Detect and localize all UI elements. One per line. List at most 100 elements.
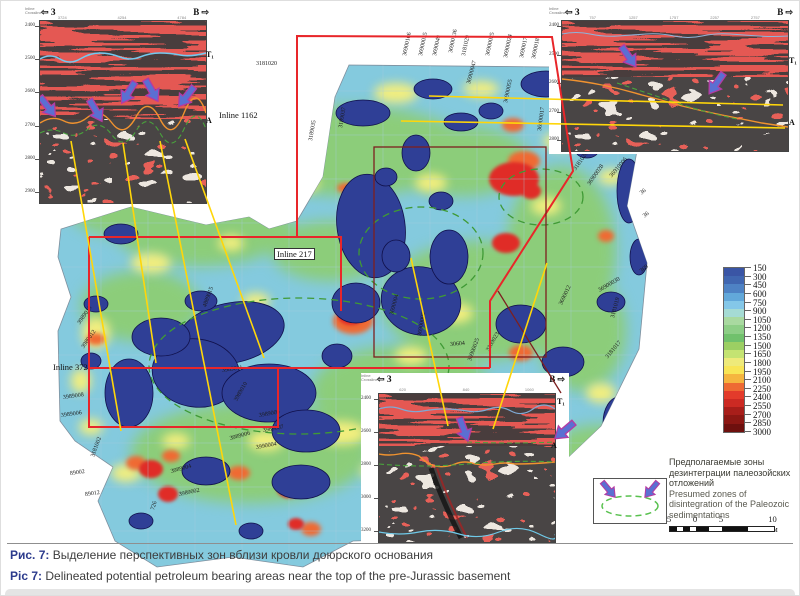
color-swatch: [724, 415, 744, 424]
depth-tick-label: 2600: [361, 429, 371, 434]
color-scale-tick-label: 1800: [753, 357, 771, 368]
direction-west-label: ⇦ З: [41, 7, 56, 17]
scale-bar-cell: [748, 527, 774, 531]
color-swatch: [724, 300, 744, 309]
horizon-line: [379, 527, 555, 540]
inset-corner-label: Inline Crossline: [25, 6, 42, 15]
depth-tick-label: 2800: [361, 462, 371, 467]
well-label: 3181002: [90, 436, 104, 459]
caption-en-label: Pic 7:: [10, 569, 43, 583]
well-label: 3181020: [256, 61, 277, 67]
color-scale-tick-label: 1650: [753, 349, 771, 360]
well-label: 3989012: [80, 329, 98, 350]
horizon-t1-label: Т₁: [557, 397, 565, 406]
well-label: 3690004: [389, 293, 401, 316]
color-swatch: [724, 333, 744, 342]
well-label: 3989006: [229, 430, 252, 442]
scale-bar-label: 5: [666, 514, 672, 524]
seismic-inset-top-right: Inline Crossline ⇦ З В ⇨ 2400 2500 2600 2700…: [549, 6, 797, 154]
direction-west-label: ⇦ З: [377, 374, 392, 384]
color-swatch: [724, 407, 744, 416]
well-label: 36900055: [503, 78, 514, 104]
inset-trace-axis: 757 1257 1757 2257 2757: [561, 15, 787, 20]
horizon-t1-label: Т₁: [206, 50, 214, 59]
disintegration-arrow-icon: [639, 479, 663, 502]
color-swatch: [724, 399, 744, 408]
color-scale-swatches: [723, 267, 745, 433]
trace-tick-label: 4254: [117, 15, 127, 20]
well-label: 36900025: [485, 31, 496, 57]
scale-bar-label: 0: [692, 514, 698, 524]
scale-bar-cell: [689, 527, 696, 531]
disintegration-outline: [466, 441, 555, 444]
well-label: 4889015: [202, 286, 216, 309]
color-scale-tick-label: 3000: [753, 427, 771, 437]
inline-label: Inline 372: [53, 362, 88, 372]
well-label: 3690017: [519, 36, 530, 59]
well-label: 3989010: [233, 381, 250, 403]
presumed-zone-ellipse-icon: [601, 495, 659, 517]
well-label: 89012: [84, 489, 101, 498]
trace-tick-label: 757: [589, 15, 596, 20]
color-swatch: [724, 325, 744, 334]
well-label: 3189023: [485, 331, 502, 353]
color-swatch: [724, 317, 744, 326]
direction-west-label: ⇦ З: [565, 7, 580, 17]
color-swatch: [724, 292, 744, 301]
color-scale-tick-label: 150: [753, 263, 767, 273]
trace-tick-label: 3724: [57, 15, 67, 20]
well-label: 36910006: [608, 156, 629, 179]
color-scale-tick-label: 1350: [753, 332, 771, 343]
caption-ru-label: Рис. 7:: [10, 548, 50, 562]
well-label: 36900028: [586, 163, 606, 187]
trace-tick-label: 2757: [750, 15, 760, 20]
well-label: 3989002: [178, 487, 201, 498]
fault-streak: [436, 467, 468, 539]
scale-bar-cell: [670, 527, 677, 531]
depth-tick-label: 2800: [25, 155, 35, 161]
page-edge-bar: [5, 589, 795, 595]
legend-text-en: Presumed zones of disintegration of the …: [669, 488, 790, 520]
depth-tick-label: 3000: [361, 495, 371, 500]
well-label: 369: [639, 263, 650, 275]
inset-header: Inline Crossline ⇦ З В ⇨: [361, 373, 569, 386]
well-label: 3189037: [338, 106, 348, 129]
color-scale-tick-label: 450: [753, 280, 767, 291]
depth-tick-label: 2600: [25, 89, 35, 95]
well-label: 3989006: [60, 410, 83, 419]
color-swatch: [724, 358, 744, 367]
well-label: 36900024: [503, 33, 514, 59]
depth-tick-label: 2400: [361, 396, 371, 401]
trace-tick-label: 1060: [524, 387, 534, 392]
trace-tick-label: 1257: [628, 15, 638, 20]
color-swatch: [724, 366, 744, 375]
color-swatch: [724, 374, 744, 383]
trace-tick-label: 1757: [669, 15, 679, 20]
well-label: 3181026: [572, 151, 590, 172]
inline-label: Inline 1162: [219, 110, 258, 120]
well-label: 3690018: [531, 37, 542, 60]
well-label: 36900025: [467, 337, 482, 363]
scale-bar-label: 5: [718, 514, 724, 524]
scale-bar-cell: [696, 527, 709, 531]
well-label: 89002: [69, 468, 86, 477]
direction-east-label: В ⇨: [549, 374, 565, 384]
legend-text: Предполагаемые зоны дезинтеграции палеоз…: [669, 457, 797, 520]
well-label: 3989008: [62, 392, 85, 401]
seismic-section: [39, 20, 207, 204]
color-scale-tick-label: 600: [753, 288, 767, 299]
well-label: 36900005: [417, 311, 428, 337]
well-label: 36900017: [537, 106, 547, 132]
well-label: 36900035: [418, 31, 429, 57]
color-scale-tick-label: 2400: [753, 392, 771, 403]
fault-streak: [428, 467, 464, 540]
seismic-section: [378, 393, 556, 543]
horizon-a-line: [40, 97, 206, 131]
color-scale-tick-label: 300: [753, 271, 767, 282]
seismic-inset-top-left: Inline Crossline ⇦ З В ⇨ 2400 2500 2600 2700…: [25, 6, 214, 206]
disintegration-outline: [616, 82, 738, 120]
color-swatch: [724, 349, 744, 359]
color-swatch: [724, 284, 744, 293]
